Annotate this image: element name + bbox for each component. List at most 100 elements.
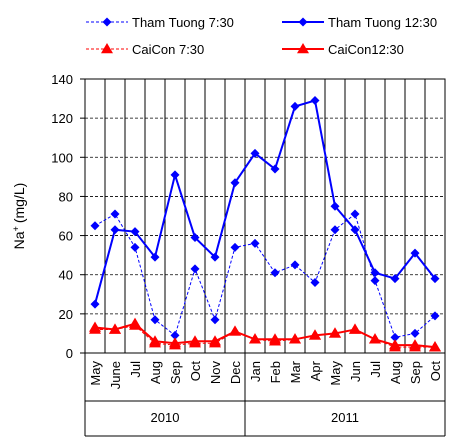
x-tick-label: Oct (188, 361, 203, 382)
x-tick-label: Aug (388, 361, 403, 384)
data-point-diamond (390, 274, 400, 284)
data-point-diamond (250, 238, 260, 248)
data-point-triangle (129, 317, 141, 328)
x-tick-label: Dec (228, 361, 243, 385)
data-point-triangle (209, 335, 221, 346)
data-point-triangle (289, 333, 301, 344)
data-point-triangle (309, 329, 321, 340)
data-point-triangle (89, 321, 101, 332)
data-point-diamond (102, 17, 112, 27)
year-label: 2011 (331, 410, 359, 425)
data-point-diamond (410, 328, 420, 338)
legend-item: Tham Tuong 12:30 (282, 15, 437, 30)
data-point-diamond (390, 332, 400, 342)
data-point-diamond (210, 315, 220, 325)
data-point-triangle (429, 341, 441, 352)
data-point-triangle (101, 43, 113, 54)
legend-item: CaiCon12:30 (282, 42, 404, 57)
x-tick-label: June (108, 361, 123, 389)
x-tick-label: Jun (348, 361, 363, 382)
x-axis: May June Jul Aug Sep Oct Nov Dec Jan Feb Mar Apr May… (84, 353, 446, 437)
y-tick-label: 0 (66, 346, 73, 361)
data-point-triangle (269, 333, 281, 344)
x-tick-label: May (328, 361, 343, 386)
series-4 (89, 317, 441, 352)
y-label-superscript: + (11, 226, 21, 231)
data-point-diamond (90, 299, 100, 309)
x-tick-label: Jul (368, 361, 383, 378)
y-axis: 0 20 40 60 80 100 120 140 (51, 72, 85, 361)
data-point-triangle (109, 323, 121, 334)
x-tick-label: Nov (208, 361, 223, 385)
x-tick-label: Jan (248, 361, 263, 382)
y-label-unit: (mg/L) (11, 183, 27, 223)
data-point-diamond (270, 164, 280, 174)
x-tick-label: Mar (288, 360, 303, 383)
data-point-diamond (350, 225, 360, 235)
data-point-diamond (290, 260, 300, 270)
data-point-triangle (297, 43, 309, 54)
data-point-diamond (410, 248, 420, 258)
data-point-diamond (190, 233, 200, 243)
data-point-diamond (370, 276, 380, 286)
legend-item: Tham Tuong 7:30 (86, 15, 234, 30)
data-point-diamond (270, 268, 280, 278)
series-line (94, 213, 436, 338)
data-point-diamond (330, 225, 340, 235)
y-tick-label: 100 (51, 150, 73, 165)
data-point-triangle (149, 335, 161, 346)
data-point-triangle (389, 339, 401, 350)
data-point-diamond (110, 225, 120, 235)
data-point-diamond (150, 315, 160, 325)
data-point-diamond (430, 311, 440, 321)
y-tick-label: 40 (59, 268, 73, 283)
x-tick-label: Jul (128, 361, 143, 378)
y-tick-label: 120 (51, 111, 73, 126)
data-point-diamond (230, 242, 240, 252)
data-point-triangle (409, 339, 421, 350)
legend-label: Tham Tuong 7:30 (132, 15, 234, 30)
legend-item: CaiCon 7:30 (86, 42, 204, 57)
data-point-triangle (229, 325, 241, 336)
data-point-triangle (169, 337, 181, 348)
data-point-diamond (190, 264, 200, 274)
data-point-triangle (369, 333, 381, 344)
x-tick-label: May (88, 361, 103, 386)
x-tick-label: Apr (308, 360, 323, 381)
x-tick-label: Oct (428, 361, 443, 382)
data-point-diamond (290, 101, 300, 111)
data-point-diamond (230, 178, 240, 188)
data-point-diamond (110, 209, 120, 219)
y-tick-label: 80 (59, 189, 73, 204)
data-point-triangle (329, 327, 341, 338)
data-point-diamond (210, 252, 220, 262)
data-point-triangle (349, 323, 361, 334)
grid (85, 79, 445, 353)
data-point-diamond (130, 227, 140, 237)
data-point-diamond (170, 170, 180, 180)
x-tick-label: Aug (148, 361, 163, 384)
data-point-diamond (430, 274, 440, 284)
data-point-diamond (250, 148, 260, 158)
data-point-diamond (350, 209, 360, 219)
legend-label: CaiCon12:30 (328, 42, 404, 57)
data-point-diamond (370, 268, 380, 278)
data-point-diamond (298, 17, 308, 27)
y-label-base: Na (11, 231, 27, 249)
data-point-diamond (170, 330, 180, 340)
y-tick-label: 140 (51, 72, 73, 87)
data-point-diamond (150, 252, 160, 262)
legend: Tham Tuong 7:30 Tham Tuong 12:30 CaiCon 7:… (86, 15, 437, 57)
data-point-diamond (310, 278, 320, 288)
data-point-diamond (310, 96, 320, 106)
y-axis-label: Na+ (mg/L) (11, 183, 27, 250)
year-label: 2010 (151, 410, 180, 425)
series-group (89, 96, 441, 352)
x-tick-label: Feb (268, 361, 283, 383)
plot-area (84, 78, 446, 354)
data-point-diamond (330, 201, 340, 211)
legend-label: Tham Tuong 12:30 (328, 15, 437, 30)
data-point-diamond (90, 221, 100, 231)
data-point-triangle (189, 335, 201, 346)
